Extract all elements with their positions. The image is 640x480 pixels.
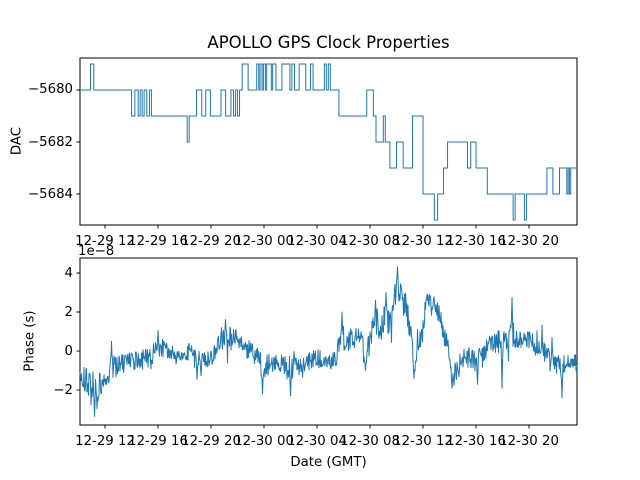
phase-axis-label: Phase (s)	[22, 310, 38, 372]
top-x-tick-label: 12-30 04	[287, 234, 347, 249]
top-axes-frame	[79, 57, 578, 226]
phase-offset-text: 1e−8	[78, 244, 115, 259]
top-x-tick-label: 12-30 00	[234, 234, 294, 249]
bottom-x-tick-label: 12-29 20	[181, 434, 241, 449]
top-y-tick-label: −5682	[28, 134, 73, 150]
bottom-x-tick-label: 12-30 08	[340, 434, 400, 449]
bottom-x-tick-label: 12-29 16	[128, 434, 188, 449]
bottom-y-tick-label: 4	[64, 265, 73, 281]
bottom-x-tick-label: 12-30 00	[234, 434, 294, 449]
bottom-x-tick-label: 12-29 12	[75, 434, 135, 449]
bottom-y-tick-label: 0	[64, 343, 73, 359]
top-x-tick-label: 12-30 16	[446, 234, 506, 249]
top-y-tick-label: −5680	[28, 82, 73, 98]
top-x-tick-label: 12-30 08	[340, 234, 400, 249]
bottom-axes-frame	[79, 257, 578, 426]
top-x-tick-label: 12-29 20	[181, 234, 241, 249]
top-x-tick-label: 12-29 12	[75, 234, 135, 249]
bottom-y-tick-label: 2	[64, 304, 73, 320]
bottom-x-tick-label: 12-30 12	[393, 434, 453, 449]
bottom-x-tick-label: 12-30 20	[499, 434, 559, 449]
top-tick-marks	[76, 89, 530, 229]
bottom-tick-marks	[76, 272, 530, 429]
top-x-tick-label: 12-30 12	[393, 234, 453, 249]
bottom-x-tick-label: 12-30 04	[287, 434, 347, 449]
top-x-tick-label: 12-29 16	[128, 234, 188, 249]
top-y-tick-label: −5684	[28, 186, 73, 202]
chart-title: APOLLO GPS Clock Properties	[207, 33, 450, 52]
phase-noise-line	[79, 266, 578, 417]
top-x-tick-label: 12-30 20	[499, 234, 559, 249]
date-axis-label: Date (GMT)	[290, 455, 367, 470]
bottom-y-tick-label: −2	[53, 382, 73, 398]
bottom-x-tick-label: 12-30 16	[446, 434, 506, 449]
dac-step-line	[80, 63, 577, 221]
